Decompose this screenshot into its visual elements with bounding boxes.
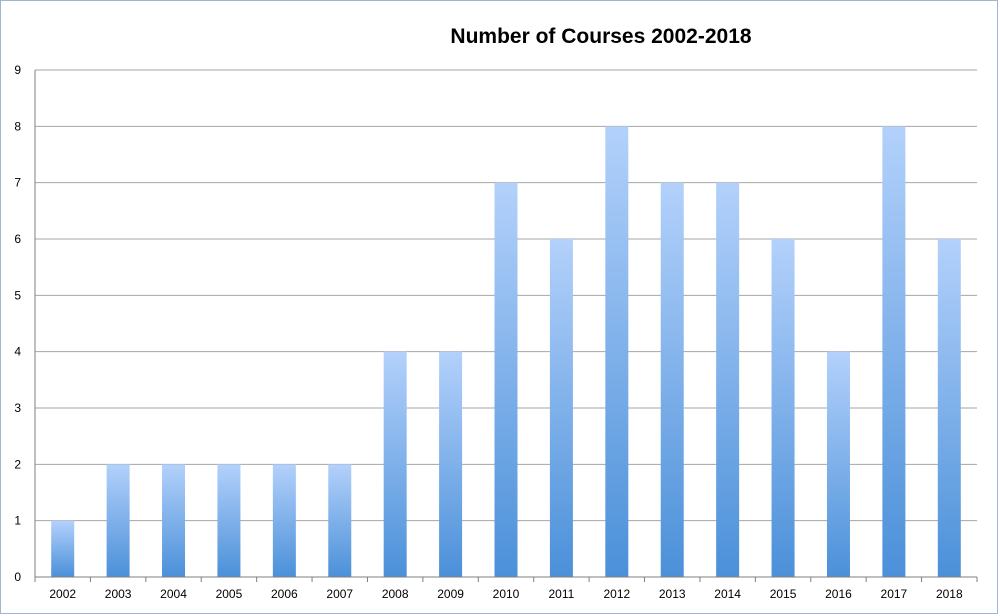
x-tick-label: 2012 — [603, 587, 630, 601]
x-tick-label: 2002 — [49, 587, 76, 601]
bar-2005 — [217, 464, 241, 577]
x-tick-label: 2003 — [105, 587, 132, 601]
x-tick-labels: 2002 2003 2004 2005 2006 2007 2008 2009 2010 2011… — [49, 587, 963, 601]
y-tick-label: 8 — [14, 119, 21, 133]
bar-2003 — [106, 464, 130, 577]
x-tick-label: 2016 — [825, 587, 852, 601]
y-tick-labels: 0 1 2 3 4 5 6 7 8 9 — [14, 63, 21, 584]
y-tick-label: 2 — [14, 457, 21, 471]
y-tick-label: 7 — [14, 176, 21, 190]
bar-2018 — [937, 239, 961, 577]
y-tick-label: 6 — [14, 232, 21, 246]
bar-2015 — [771, 239, 795, 577]
x-tick-label: 2013 — [659, 587, 686, 601]
x-tick-label: 2014 — [714, 587, 741, 601]
bar-2013 — [660, 182, 684, 577]
y-tick-label: 3 — [14, 401, 21, 415]
axis-layer — [34, 70, 978, 582]
bar-2010 — [494, 182, 518, 577]
chart-title: Number of Courses 2002-2018 — [450, 25, 752, 48]
x-tick-label: 2007 — [326, 587, 353, 601]
bar-2006 — [272, 464, 296, 577]
bar-2004 — [162, 464, 186, 577]
x-tick-label: 2004 — [160, 587, 187, 601]
bar-2002 — [51, 520, 75, 577]
x-tick-label: 2010 — [493, 587, 520, 601]
x-tick-label: 2017 — [881, 587, 908, 601]
bar-layer — [51, 126, 961, 577]
y-tick-label: 9 — [14, 63, 21, 77]
bar-2012 — [605, 126, 629, 577]
y-tick-label: 5 — [14, 288, 21, 302]
bar-2014 — [716, 182, 740, 577]
bar-2008 — [383, 351, 407, 577]
x-tick-label: 2006 — [271, 587, 298, 601]
x-tick-label: 2005 — [216, 587, 243, 601]
x-tick-label: 2018 — [936, 587, 963, 601]
bar-2011 — [549, 239, 573, 577]
x-tick-label: 2011 — [549, 587, 575, 601]
y-tick-label: 4 — [14, 345, 21, 359]
y-tick-label: 1 — [14, 514, 21, 528]
bar-2009 — [439, 351, 463, 577]
bar-2007 — [328, 464, 352, 577]
y-tick-label: 0 — [14, 570, 21, 584]
x-tick-label: 2009 — [437, 587, 464, 601]
bar-2017 — [882, 126, 906, 577]
x-tick-label: 2015 — [770, 587, 797, 601]
bar-2016 — [826, 351, 850, 577]
x-tick-label: 2008 — [382, 587, 409, 601]
